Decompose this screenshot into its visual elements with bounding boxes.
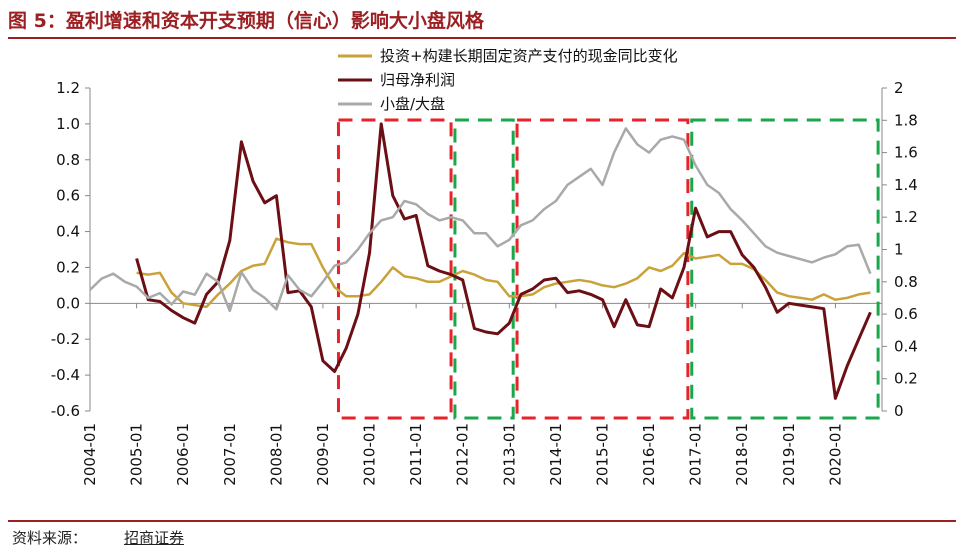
x-tick-label: 2007-01 [221,423,239,486]
left-tick-label: -0.2 [51,330,80,348]
legend: 投资+构建长期固定资产支付的现金同比变化 归母净利润 小盘/大盘 [338,47,678,113]
left-tick-labels: 1.2 1.0 0.8 0.6 0.4 0.2 0.0 -0.2 -0.4 -0.6 [51,79,90,420]
right-tick-label: 2 [894,79,904,97]
left-tick-label: 0.8 [56,151,80,169]
bottom-rule [8,520,956,522]
annotation-boxes [336,118,880,420]
right-tick-label: 1.8 [894,111,918,129]
x-tick-label: 2012-01 [454,423,472,486]
left-tick-label: 0.2 [56,258,80,276]
x-tick-label: 2018-01 [733,423,751,486]
x-tick-label: 2017-01 [687,423,705,486]
x-tick-label: 2013-01 [500,423,518,486]
left-tick-label: 0.6 [56,187,80,205]
left-tick-label: 0.4 [56,223,80,241]
left-tick-label: 0.0 [56,294,80,312]
capex-line [136,237,871,309]
right-axis: 2 1.8 1.6 1.4 1.2 1 0.8 0.6 0.4 0.2 0 [881,79,918,420]
right-tick-label: 1.4 [894,176,918,194]
x-tick-label: 2010-01 [361,423,379,486]
source-label: 资料来源： [12,529,88,547]
right-tick-label: 0.8 [894,273,918,291]
x-tick-label: 2005-01 [128,423,146,486]
x-axis: 2004-01 2005-01 2006-01 2007-01 2008-01 2009-… [81,302,882,486]
legend-label-ratio: 小盘/大盘 [380,95,445,113]
x-tick-label: 2008-01 [267,423,285,486]
x-tick-label: 2015-01 [593,423,611,486]
green-dashed-box [690,118,880,420]
right-tick-labels: 2 1.8 1.6 1.4 1.2 1 0.8 0.6 0.4 0.2 0 [882,79,918,420]
x-tick-label: 2009-01 [314,423,332,486]
left-tick-label: -0.6 [51,402,80,420]
x-tick-label: 2019-01 [780,423,798,486]
right-tick-label: 0.6 [894,305,918,323]
series-lines [89,122,872,400]
x-tick-label: 2006-01 [174,423,192,486]
right-tick-label: 0.4 [894,337,918,355]
x-tick-label: 2014-01 [547,423,565,486]
right-tick-label: 1.6 [894,144,918,162]
x-tick-labels: 2004-01 2005-01 2006-01 2007-01 2008-01 2009-… [81,303,844,486]
legend-label-capex: 投资+构建长期固定资产支付的现金同比变化 [380,47,678,65]
red-dashed-box [515,118,690,420]
left-tick-label: 1.2 [56,79,80,97]
x-tick-label: 2016-01 [640,423,658,486]
title-rule [8,37,956,39]
x-tick-label: 2020-01 [826,423,844,486]
right-tick-label: 0 [894,402,904,420]
right-tick-label: 0.2 [894,370,918,388]
profit-line [135,122,872,400]
right-tick-label: 1 [894,241,904,259]
legend-label-profit: 归母净利润 [380,71,455,89]
line-chart: 1.2 1.0 0.8 0.6 0.4 0.2 0.0 -0.2 -0.4 -0.6 2 1.8 1.… [51,47,918,486]
ratio-line [89,127,872,313]
figure-title: 图 5：盈利增速和资本开支预期（信心）影响大小盘风格 [8,10,484,32]
left-tick-label: -0.4 [51,366,80,384]
x-tick-label: 2011-01 [407,423,425,486]
green-dashed-box [453,118,515,420]
source-link[interactable]: 招商证券 [124,529,185,547]
x-tick-label: 2004-01 [81,423,99,486]
left-axis: 1.2 1.0 0.8 0.6 0.4 0.2 0.0 -0.2 -0.4 -0.6 [51,79,91,420]
red-dashed-box [336,118,453,420]
right-tick-label: 1.2 [894,208,918,226]
left-tick-label: 1.0 [56,115,80,133]
